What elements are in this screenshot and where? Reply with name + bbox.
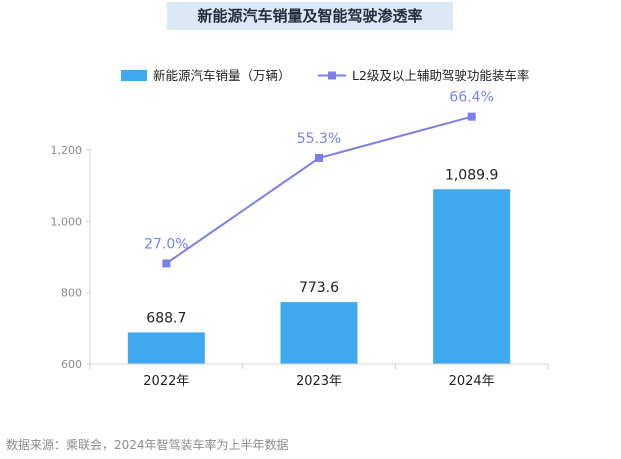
bar-value-label: 1,089.9 — [445, 167, 498, 183]
line-value-label: 66.4% — [449, 90, 493, 106]
bar — [127, 332, 205, 364]
legend-bar-swatch — [121, 70, 147, 81]
legend-bar-label: 新能源汽车销量（万辆） — [153, 68, 291, 83]
line-point — [315, 154, 323, 163]
line-value-label: 27.0% — [144, 236, 188, 252]
bar — [280, 302, 358, 364]
line-value-label: 55.3% — [297, 131, 341, 147]
y-axis: 600 800 1,000 1,200 — [51, 144, 91, 371]
y-tick-label: 1,000 — [51, 215, 83, 228]
legend-line-marker — [328, 71, 336, 80]
x-tick-label: 2023年 — [296, 374, 342, 389]
y-tick-label: 800 — [61, 287, 82, 300]
x-axis: 2022年 2023年 2024年 — [89, 364, 549, 389]
y-tick-label: 600 — [61, 358, 82, 371]
title-background — [167, 2, 453, 30]
line-point — [162, 259, 171, 268]
bars: 688.7 773.6 1,089.9 — [127, 167, 511, 364]
legend: 新能源汽车销量（万辆） L2级及以上辅助驾驶功能装车率 — [121, 68, 529, 83]
legend-line-label: L2级及以上辅助驾驶功能装车率 — [352, 68, 529, 83]
line-series: 27.0% 55.3% 66.4% — [144, 90, 494, 268]
bar-value-label: 688.7 — [146, 310, 186, 326]
source-note: 数据来源：乘联会，2024年智驾装车率为上半年数据 — [6, 437, 289, 452]
chart-title: 新能源汽车销量及智能驾驶渗透率 — [197, 7, 422, 25]
bar-value-label: 773.6 — [299, 280, 339, 296]
x-tick-label: 2022年 — [143, 374, 189, 389]
x-tick-label: 2024年 — [449, 374, 495, 389]
y-tick-label: 1,200 — [51, 144, 83, 157]
bar — [433, 189, 511, 364]
line-point — [467, 112, 476, 121]
